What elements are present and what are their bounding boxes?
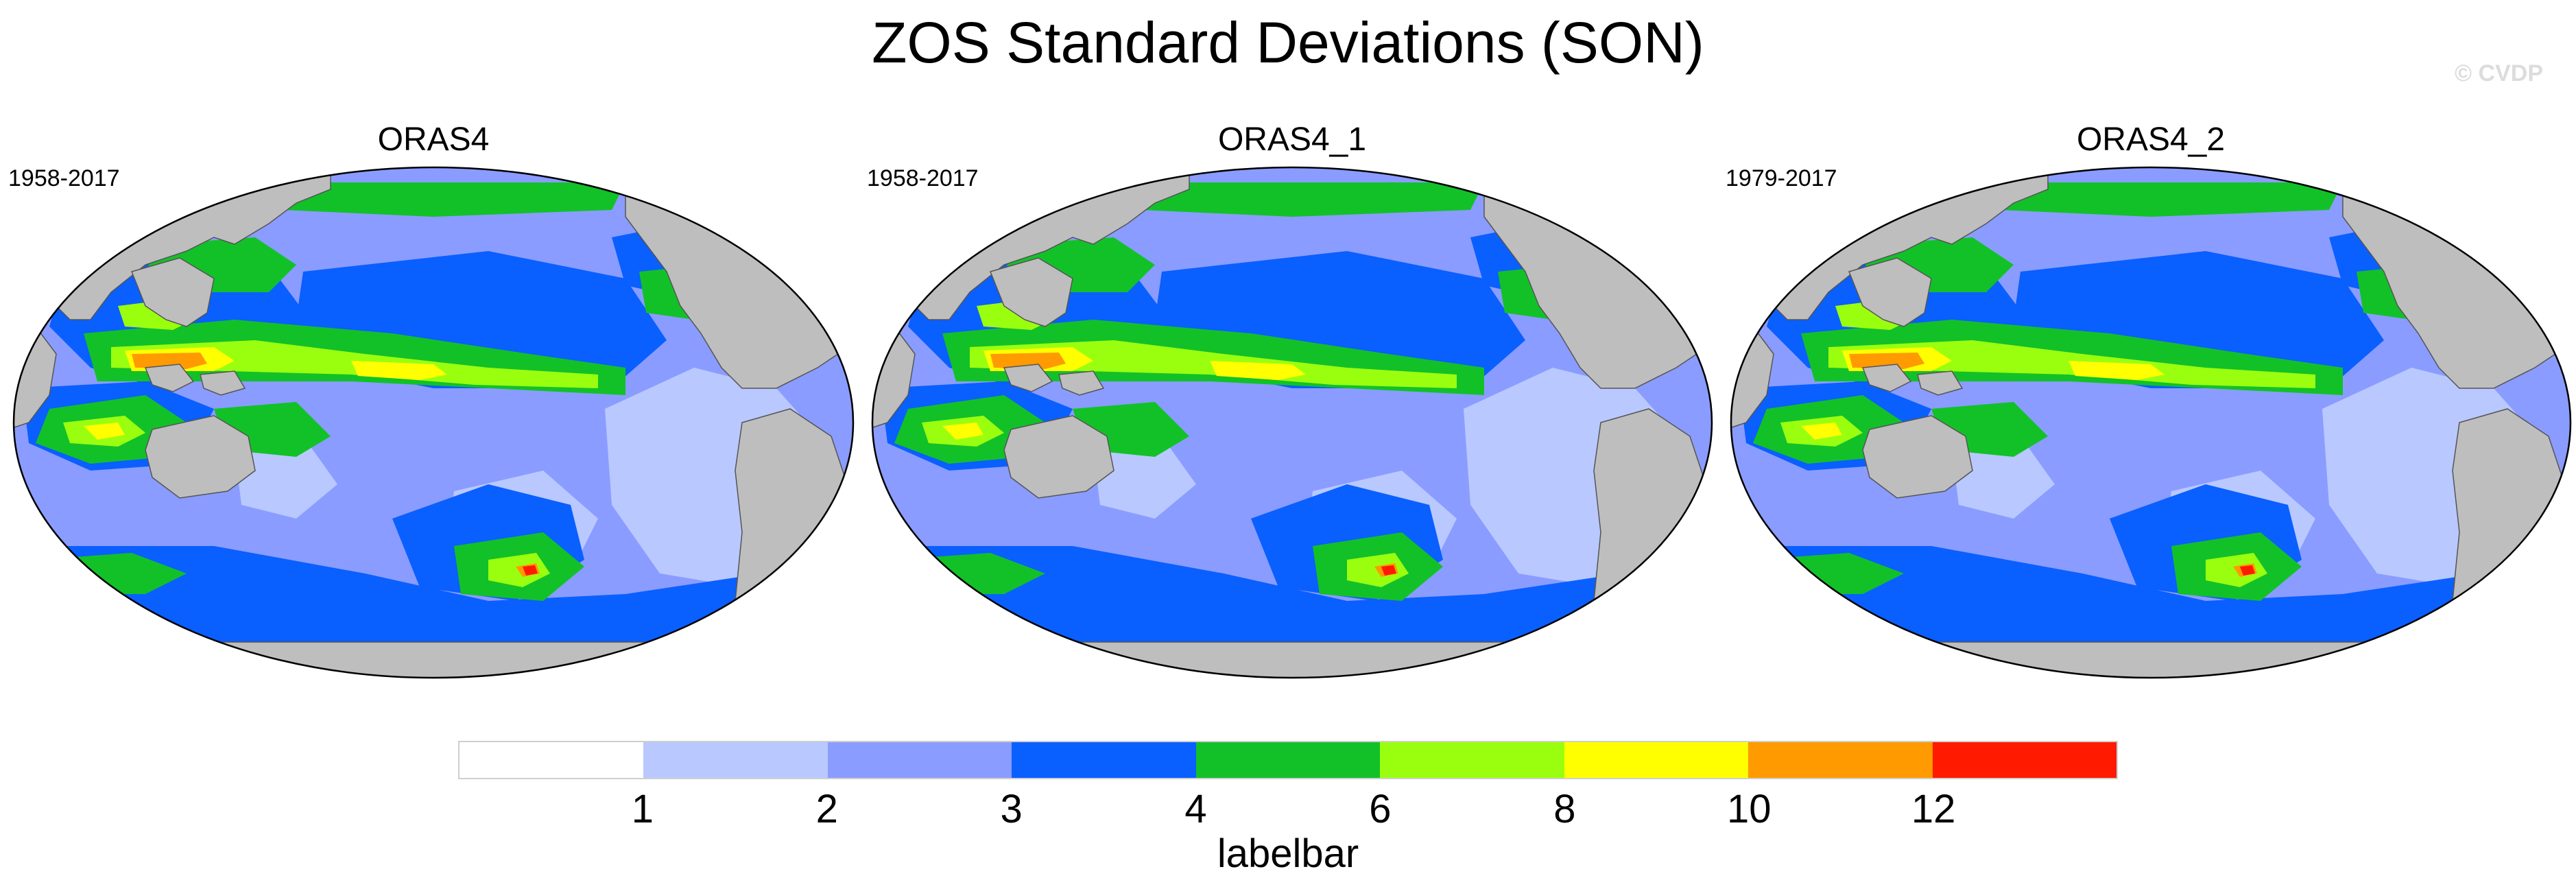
labelbar-title: labelbar [1217, 831, 1359, 876]
land-mass [1593, 408, 1704, 643]
map-outline [12, 166, 855, 679]
high-variability-band [351, 361, 447, 380]
map-outline [1730, 166, 2572, 679]
panel-title: ORAS4_1 [1217, 121, 1367, 158]
land-mass [1861, 364, 1912, 392]
low-variability-region [1093, 436, 1196, 519]
land-mass [144, 364, 195, 392]
low-variability-region [235, 436, 337, 519]
map-panel: ORAS4_2 1979-2017 [1726, 110, 2576, 686]
labelbar [458, 741, 2118, 779]
map-panel: ORAS4 1958-2017 [8, 110, 859, 686]
land-mass [1848, 257, 1932, 327]
watermark: © CVDP [2455, 60, 2543, 86]
high-variability-region [872, 546, 1712, 642]
map-projection [1730, 166, 2572, 679]
land-mass [1862, 415, 1973, 499]
moderate-variability-band [111, 182, 625, 217]
peak-variability-spot [2240, 565, 2255, 576]
labelbar-box [1012, 742, 1196, 778]
labelbar-tick-label: 1 [631, 787, 654, 831]
very-high-variability-band [132, 353, 207, 369]
land-mass [1058, 370, 1105, 396]
labelbar-tick-label: 3 [1000, 787, 1023, 831]
panel-years: 1979-2017 [1726, 165, 1837, 191]
labelbar-tick-label: 12 [1911, 787, 1956, 831]
peak-variability-spot [523, 565, 538, 576]
panel-title: ORAS4 [377, 121, 490, 158]
labelbar-tick-label: 6 [1369, 787, 1392, 831]
land-mass [735, 408, 846, 643]
high-variability-band [1801, 423, 1842, 440]
land-mass [130, 257, 215, 327]
labelbar-tick-label: 10 [1726, 787, 1772, 831]
labelbar-box [1932, 742, 2116, 778]
map-outline [871, 166, 1713, 679]
land-mass [200, 370, 246, 396]
high-variability-band [84, 423, 125, 440]
land-mass [2452, 408, 2563, 643]
high-variability-region [1731, 546, 2571, 642]
chart-title: ZOS Standard Deviations (SON) [872, 10, 1704, 75]
labelbar-box [643, 742, 828, 778]
labelbar-tick-label: 4 [1184, 787, 1207, 831]
map-panel: ORAS4_1 1958-2017 [867, 110, 1717, 686]
peak-variability-spot [1381, 565, 1396, 576]
land-mass [989, 257, 1073, 327]
labelbar-tick-label: 8 [1553, 787, 1576, 831]
very-high-variability-band [990, 353, 1066, 369]
land-mass [145, 415, 256, 499]
labelbar-tick-label: 2 [815, 787, 838, 831]
land-mass [1003, 364, 1053, 392]
very-high-variability-band [1849, 353, 1924, 369]
land-mass [1917, 370, 1964, 396]
panel-years: 1958-2017 [867, 165, 979, 191]
labelbar-box [1748, 742, 1933, 778]
high-variability-band [1210, 361, 1306, 380]
moderate-variability-band [970, 182, 1484, 217]
low-variability-region [1952, 436, 2055, 519]
labelbar-box [827, 742, 1012, 778]
land-mass [1003, 415, 1114, 499]
high-variability-region [14, 546, 853, 642]
labelbar-box [1564, 742, 1749, 778]
moderate-variability-band [1828, 182, 2343, 217]
high-variability-band [2068, 361, 2164, 380]
labelbar-box [460, 742, 644, 778]
panel-years: 1958-2017 [8, 165, 120, 191]
labelbar-box [1195, 742, 1381, 778]
map-projection [12, 166, 855, 679]
map-projection [871, 166, 1713, 679]
high-variability-band [942, 423, 983, 440]
panel-title: ORAS4_2 [2076, 121, 2226, 158]
labelbar-box [1380, 742, 1564, 778]
